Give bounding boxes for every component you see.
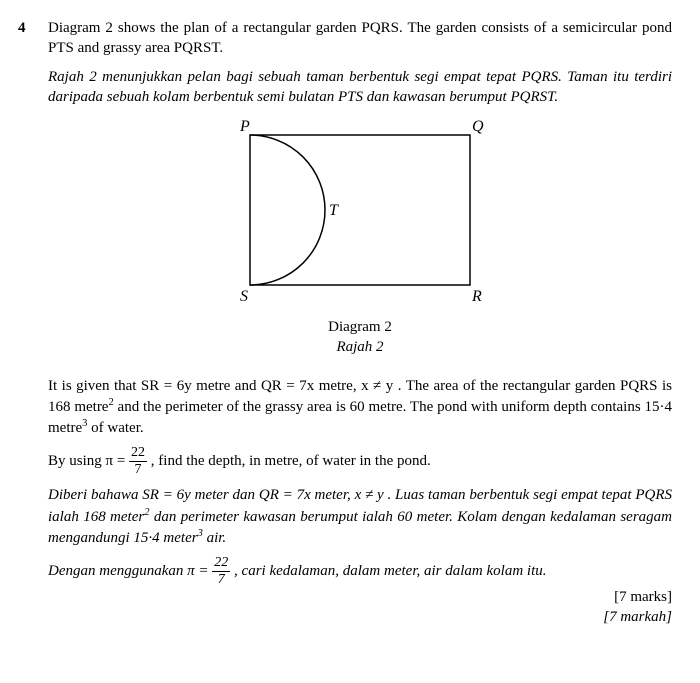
caption-english: Diagram 2: [328, 319, 392, 335]
marks-malay: [7 markah]: [48, 607, 672, 627]
fraction-pi: 227: [129, 446, 147, 477]
para-2-malay: Diberi bahawa SR = 6y meter dan QR = 7x …: [48, 485, 672, 548]
vertex-r: R: [471, 288, 482, 305]
para-2-english: It is given that SR = 6y metre and QR = …: [48, 376, 672, 439]
para-3-malay: Dengan menggunakan π = 227 , cari kedala…: [48, 556, 672, 587]
marks-english: [7 marks]: [48, 587, 672, 607]
vertex-q: Q: [472, 118, 484, 135]
question-body: Diagram 2 shows the plan of a rectangula…: [48, 18, 672, 628]
question-number: 4: [18, 18, 48, 38]
fraction-pi-bm: 227: [212, 556, 230, 587]
para-3-english: By using π = 227 , find the depth, in me…: [48, 446, 672, 477]
vertex-s: S: [240, 288, 248, 305]
diagram-2: P Q R S T: [210, 115, 510, 315]
diagram-caption: Diagram 2 Rajah 2: [48, 317, 672, 358]
point-t: T: [329, 202, 339, 219]
para-1-english: Diagram 2 shows the plan of a rectangula…: [48, 18, 672, 59]
caption-malay: Rajah 2: [336, 339, 383, 355]
vertex-p: P: [239, 118, 250, 135]
para-1-malay: Rajah 2 menunjukkan pelan bagi sebuah ta…: [48, 67, 672, 108]
